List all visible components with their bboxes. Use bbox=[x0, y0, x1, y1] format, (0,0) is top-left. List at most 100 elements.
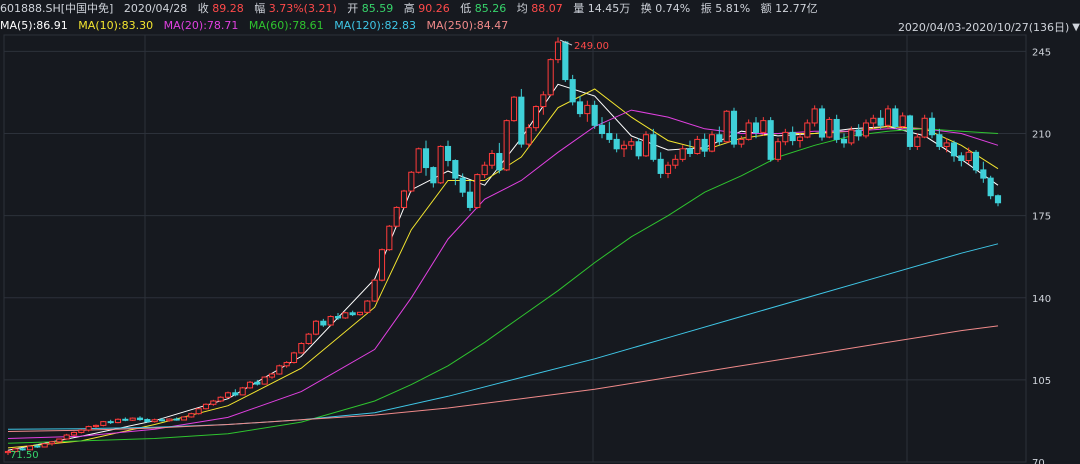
candle bbox=[158, 417, 166, 422]
candle-body bbox=[239, 387, 246, 396]
y-tick-label: 175 bbox=[1032, 212, 1051, 223]
chevron-down-icon[interactable]: ▼ bbox=[1072, 21, 1080, 33]
candle bbox=[364, 300, 371, 314]
legend-ma5: MA(5):86.91 bbox=[0, 19, 68, 32]
candle-body bbox=[136, 417, 144, 421]
candle-body bbox=[70, 431, 78, 436]
amplitude: 振 5.81% bbox=[700, 2, 751, 15]
candle-body bbox=[914, 136, 921, 147]
candle bbox=[12, 447, 19, 453]
candle-body bbox=[884, 108, 892, 126]
candle-body bbox=[173, 418, 180, 421]
candle bbox=[85, 425, 92, 432]
candle bbox=[466, 180, 474, 211]
ma-line-ma20 bbox=[7, 109, 999, 439]
candle bbox=[606, 121, 613, 143]
y-tick-label: 70 bbox=[1032, 458, 1045, 464]
candle-body bbox=[972, 151, 980, 171]
candle bbox=[576, 96, 584, 118]
min-price-label: 71.50 bbox=[10, 450, 39, 461]
date-range-text: 2020/04/03-2020/10/27(136日) bbox=[897, 21, 1070, 34]
candle-body bbox=[298, 343, 305, 354]
candle-body bbox=[327, 316, 334, 326]
candle-body bbox=[730, 110, 738, 145]
candle-body bbox=[349, 312, 356, 316]
candle-body bbox=[320, 320, 327, 326]
candle-body bbox=[767, 120, 774, 160]
candle-body bbox=[63, 434, 70, 440]
candle bbox=[562, 40, 569, 82]
candle-body bbox=[694, 138, 701, 154]
candle bbox=[151, 418, 158, 423]
candle bbox=[4, 450, 12, 455]
candle bbox=[195, 408, 202, 415]
candle bbox=[928, 112, 936, 139]
close-price: 收 89.28 bbox=[197, 2, 244, 15]
candle-body bbox=[122, 418, 129, 421]
candle bbox=[100, 420, 107, 427]
candle-body bbox=[870, 117, 877, 124]
change-percent: 幅 3.73%(3.21) bbox=[254, 2, 337, 15]
candle-body bbox=[811, 108, 818, 124]
candle-body bbox=[85, 426, 92, 431]
candle bbox=[92, 424, 100, 428]
legend-ma120: MA(120):82.83 bbox=[334, 19, 416, 32]
candle bbox=[437, 145, 444, 184]
candle bbox=[694, 135, 701, 155]
candle-body bbox=[877, 117, 884, 126]
candle bbox=[958, 152, 965, 167]
candle bbox=[232, 389, 239, 397]
candle bbox=[41, 443, 48, 448]
candle-body bbox=[232, 392, 239, 396]
candle bbox=[400, 189, 408, 209]
candle bbox=[261, 376, 268, 385]
candle-body bbox=[664, 164, 672, 174]
candle-body bbox=[452, 160, 459, 179]
candle-body bbox=[518, 96, 525, 145]
candle bbox=[422, 140, 430, 176]
candle-body bbox=[906, 115, 914, 147]
candle bbox=[613, 133, 620, 153]
candle bbox=[899, 112, 906, 129]
candle bbox=[782, 128, 789, 146]
candle bbox=[628, 138, 635, 150]
candle-body bbox=[144, 419, 151, 423]
candle-body bbox=[166, 418, 173, 422]
candle-body bbox=[591, 104, 598, 126]
candle bbox=[481, 161, 488, 179]
candle bbox=[26, 445, 34, 451]
y-axis: 245 210 175 140 105 70 bbox=[1032, 47, 1051, 464]
candle-body bbox=[547, 59, 554, 96]
candle bbox=[532, 105, 540, 132]
candle-body bbox=[371, 279, 378, 302]
candle bbox=[356, 311, 364, 316]
candle bbox=[994, 194, 1002, 207]
candle bbox=[738, 135, 745, 148]
candle-body bbox=[386, 225, 393, 251]
candle bbox=[276, 364, 283, 375]
candle bbox=[474, 173, 481, 209]
candle-body bbox=[987, 177, 994, 197]
candle-body bbox=[276, 365, 283, 375]
candle bbox=[180, 416, 188, 421]
candle-body bbox=[283, 362, 290, 367]
candle bbox=[767, 117, 774, 162]
candle bbox=[723, 110, 730, 143]
candle-body bbox=[56, 438, 63, 443]
candle bbox=[701, 133, 708, 157]
candle-body bbox=[261, 376, 268, 385]
candle-body bbox=[92, 424, 100, 428]
candle bbox=[342, 311, 349, 319]
candle-body bbox=[620, 144, 628, 150]
date-range-selector[interactable]: 2020/04/03-2020/10/27(136日) ▼ bbox=[898, 19, 1080, 35]
candle bbox=[840, 133, 848, 148]
candle bbox=[554, 37, 562, 64]
quote-date: 2020/04/28 bbox=[123, 2, 188, 15]
candle bbox=[818, 105, 826, 141]
candle-body bbox=[958, 155, 965, 162]
candle bbox=[708, 131, 716, 153]
legend-ma10: MA(10):83.30 bbox=[78, 19, 154, 32]
candle bbox=[290, 351, 298, 364]
candle-body bbox=[400, 190, 408, 208]
